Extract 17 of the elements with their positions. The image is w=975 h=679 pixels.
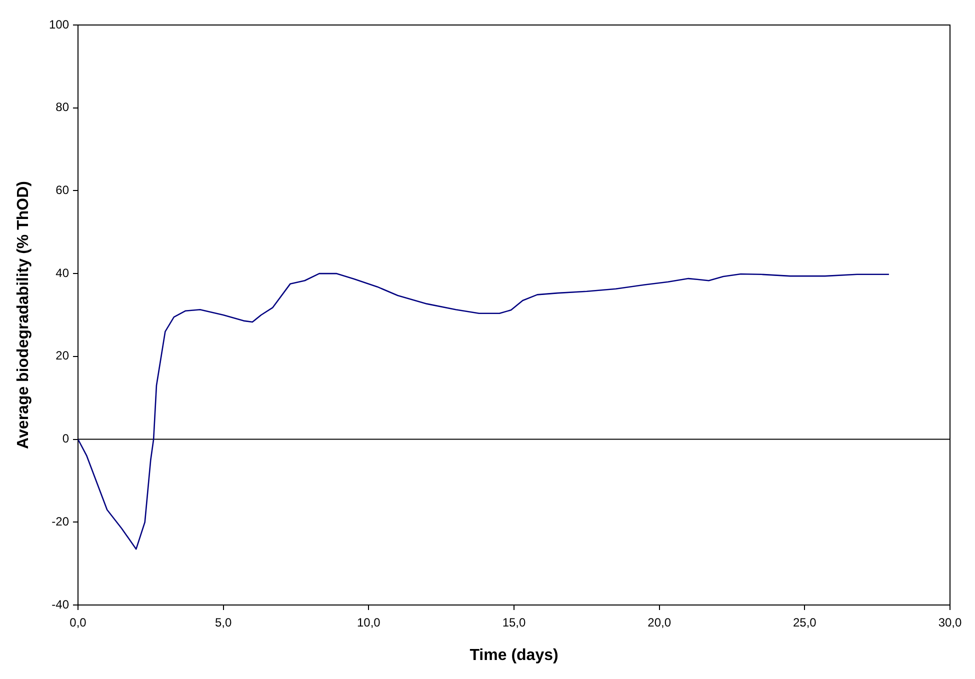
y-tick-label: 60 xyxy=(56,183,70,198)
y-tick-label: 0 xyxy=(62,432,70,446)
x-tick-label: 0,0 xyxy=(70,616,87,630)
x-tick-label: 10,0 xyxy=(356,616,381,630)
y-tick-label: -40 xyxy=(52,597,70,612)
y-tick-label: 100 xyxy=(48,17,70,32)
y-tick-label: -20 xyxy=(52,514,70,528)
y-tick-label: 40 xyxy=(56,266,70,280)
x-tick-label: 25,0 xyxy=(792,616,817,630)
x-tick-label: 15,0 xyxy=(502,616,526,630)
x-tick-label: 5,0 xyxy=(214,616,232,630)
y-axis-title: Average biodegradability (% ThOD) xyxy=(15,181,32,449)
x-tick-label: 20,0 xyxy=(648,616,672,630)
y-tick-label: 80 xyxy=(56,100,70,114)
x-axis-title: Time (days) xyxy=(470,646,558,664)
y-tick-label: 20 xyxy=(56,348,70,363)
x-tick-label: 30,0 xyxy=(938,616,962,630)
